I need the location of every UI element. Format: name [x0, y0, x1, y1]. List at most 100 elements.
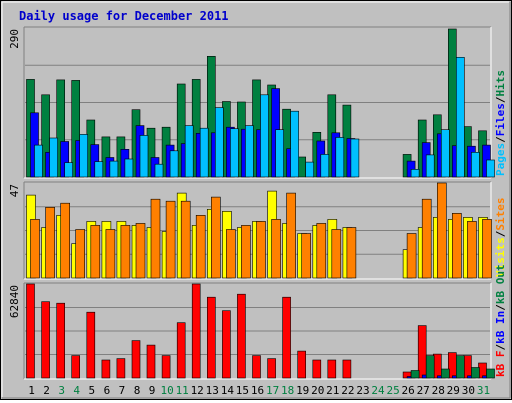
bar-hits-pages-day-10 — [169, 150, 179, 178]
bar-kbytes-kb-out-day-29 — [455, 355, 465, 379]
bar-hits-pages-day-20 — [320, 154, 330, 178]
x-tick-label-day-7: 7 — [119, 384, 126, 397]
legend-item-visits-0: Visits — [494, 237, 507, 277]
bar-kbytes-kb-f-day-7 — [116, 358, 126, 379]
bar-hits-pages-day-13 — [215, 107, 224, 178]
legend-item-kbytes-1: / — [494, 344, 507, 351]
bar-hits-pages-day-14 — [230, 128, 239, 178]
bar-kbytes-kb-f-day-1 — [26, 283, 35, 379]
bar-hits-pages-day-12 — [199, 127, 209, 178]
x-tick-label-day-16: 16 — [251, 384, 264, 397]
chart-title: Daily usage for December 2011 — [19, 9, 229, 23]
x-tick-label-day-28: 28 — [432, 384, 445, 397]
bar-kbytes-kb-out-day-31 — [486, 368, 495, 379]
bar-hits-pages-day-19 — [305, 161, 315, 178]
bar-visits-sites-day-18 — [286, 192, 296, 279]
bar-hits-pages-day-28 — [440, 129, 450, 178]
x-axis-day-labels: 1 2 3 4 5 6 7 8 9 10 11 12 13 14 15 16 17 18 19 20 21 22 23 24 2… — [28, 384, 490, 397]
bar-kbytes-kb-f-day-17 — [267, 358, 276, 379]
bar-kbytes-kb-out-day-28 — [440, 368, 450, 379]
legend-item-visits-1: / — [494, 230, 507, 237]
x-tick-label-day-2: 2 — [43, 384, 50, 397]
bar-visits-sites-day-6 — [105, 229, 116, 279]
bar-visits-sites-day-9 — [150, 198, 161, 279]
bar-visits-sites-day-13 — [211, 196, 221, 279]
bar-kbytes-kb-f-day-19 — [297, 350, 307, 379]
x-tick-label-day-18: 18 — [281, 384, 294, 397]
bar-hits-pages-day-11 — [184, 125, 194, 178]
bar-hits-pages-day-29 — [455, 56, 465, 178]
bar-visits-sites-day-7 — [120, 225, 131, 279]
bar-kbytes-kb-f-day-11 — [176, 322, 186, 379]
bar-visits-sites-day-11 — [180, 200, 191, 279]
bar-visits-sites-day-31 — [482, 219, 492, 279]
bar-visits-sites-day-1 — [30, 219, 40, 279]
x-tick-label-day-21: 21 — [326, 384, 339, 397]
bar-visits-sites-day-3 — [60, 202, 71, 279]
bar-kbytes-kb-f-day-30 — [463, 355, 472, 379]
bar-hits-pages-day-2 — [49, 137, 58, 178]
legend-item-kbytes-0: kB F — [494, 351, 507, 378]
panel-kbytes: 62840 kB F/kB In/kB Out — [8, 264, 507, 380]
x-tick-label-day-24: 24 — [371, 384, 385, 397]
x-tick-label-day-22: 22 — [341, 384, 354, 397]
bar-kbytes-kb-f-day-21 — [327, 359, 337, 379]
bar-visits-sites-day-21 — [331, 229, 342, 279]
bar-kbytes-kb-f-day-4 — [71, 355, 80, 379]
bar-hits-pages-day-15 — [245, 125, 254, 178]
x-tick-label-day-27: 27 — [417, 384, 430, 397]
x-tick-label-day-3: 3 — [58, 384, 65, 397]
legend-item-kbytes-2: kB In — [494, 311, 507, 344]
bar-hits-pages-day-26 — [410, 169, 420, 178]
bar-hits-pages-day-4 — [79, 134, 88, 178]
bar-kbytes-kb-f-day-9 — [146, 344, 156, 379]
bar-kbytes-kb-f-day-18 — [282, 296, 291, 379]
bar-hits-pages-day-22 — [350, 138, 360, 178]
bar-hits-pages-day-6 — [109, 160, 119, 178]
bar-kbytes-kb-f-day-14 — [222, 310, 231, 379]
legend-item-hits-1: / — [494, 136, 507, 143]
bar-hits-pages-day-9 — [154, 163, 164, 178]
x-tick-label-day-30: 30 — [462, 384, 475, 397]
panel-kbytes-max-label: 62840 — [8, 285, 21, 318]
x-tick-label-day-25: 25 — [386, 384, 399, 397]
bar-visits-sites-day-5 — [90, 225, 101, 279]
bar-hits-pages-day-30 — [471, 152, 480, 178]
x-tick-label-day-17: 17 — [266, 384, 279, 397]
bar-hits-pages-day-8 — [139, 135, 149, 178]
panel-visits: 47 Visits/Sites — [8, 181, 507, 280]
x-tick-label-day-12: 12 — [191, 384, 204, 397]
legend-item-hits-3: / — [494, 96, 507, 103]
bar-hits-pages-day-21 — [335, 137, 345, 178]
x-tick-label-day-19: 19 — [296, 384, 309, 397]
x-tick-label-day-11: 11 — [176, 384, 189, 397]
x-tick-label-day-23: 23 — [356, 384, 369, 397]
x-tick-label-day-15: 15 — [236, 384, 249, 397]
x-tick-label-day-20: 20 — [311, 384, 324, 397]
bar-kbytes-kb-out-day-27 — [425, 355, 435, 379]
bar-kbytes-kb-f-day-13 — [207, 296, 216, 379]
bar-kbytes-kb-f-day-8 — [131, 340, 141, 379]
bar-kbytes-kb-f-day-5 — [86, 311, 96, 379]
bar-hits-pages-day-17 — [275, 129, 284, 178]
bar-visits-sites-day-4 — [75, 229, 85, 279]
bar-visits-sites-day-16 — [256, 221, 266, 279]
bar-visits-sites-day-15 — [241, 225, 251, 279]
panel-kbytes-legend: kB F/kB In/kB Out — [494, 264, 507, 377]
panel-visits-legend: Visits/Sites — [494, 198, 507, 278]
bar-hits-pages-day-3 — [64, 162, 74, 178]
bar-hits-hits-day-19 — [297, 156, 307, 178]
legend-item-hits-2: Files — [494, 103, 507, 136]
legend-item-kbytes-3: / — [494, 304, 507, 311]
bar-kbytes-kb-f-day-12 — [191, 283, 201, 379]
bar-kbytes-kb-f-day-2 — [41, 301, 50, 379]
bar-visits-sites-day-8 — [135, 223, 146, 279]
bar-kbytes-kb-f-day-16 — [252, 355, 261, 379]
bar-kbytes-kb-f-day-6 — [101, 359, 111, 379]
bar-visits-sites-day-28 — [436, 182, 447, 279]
legend-item-visits-2: Sites — [494, 198, 507, 231]
bar-visits-sites-day-20 — [316, 223, 327, 279]
bar-visits-sites-day-19 — [301, 233, 312, 279]
